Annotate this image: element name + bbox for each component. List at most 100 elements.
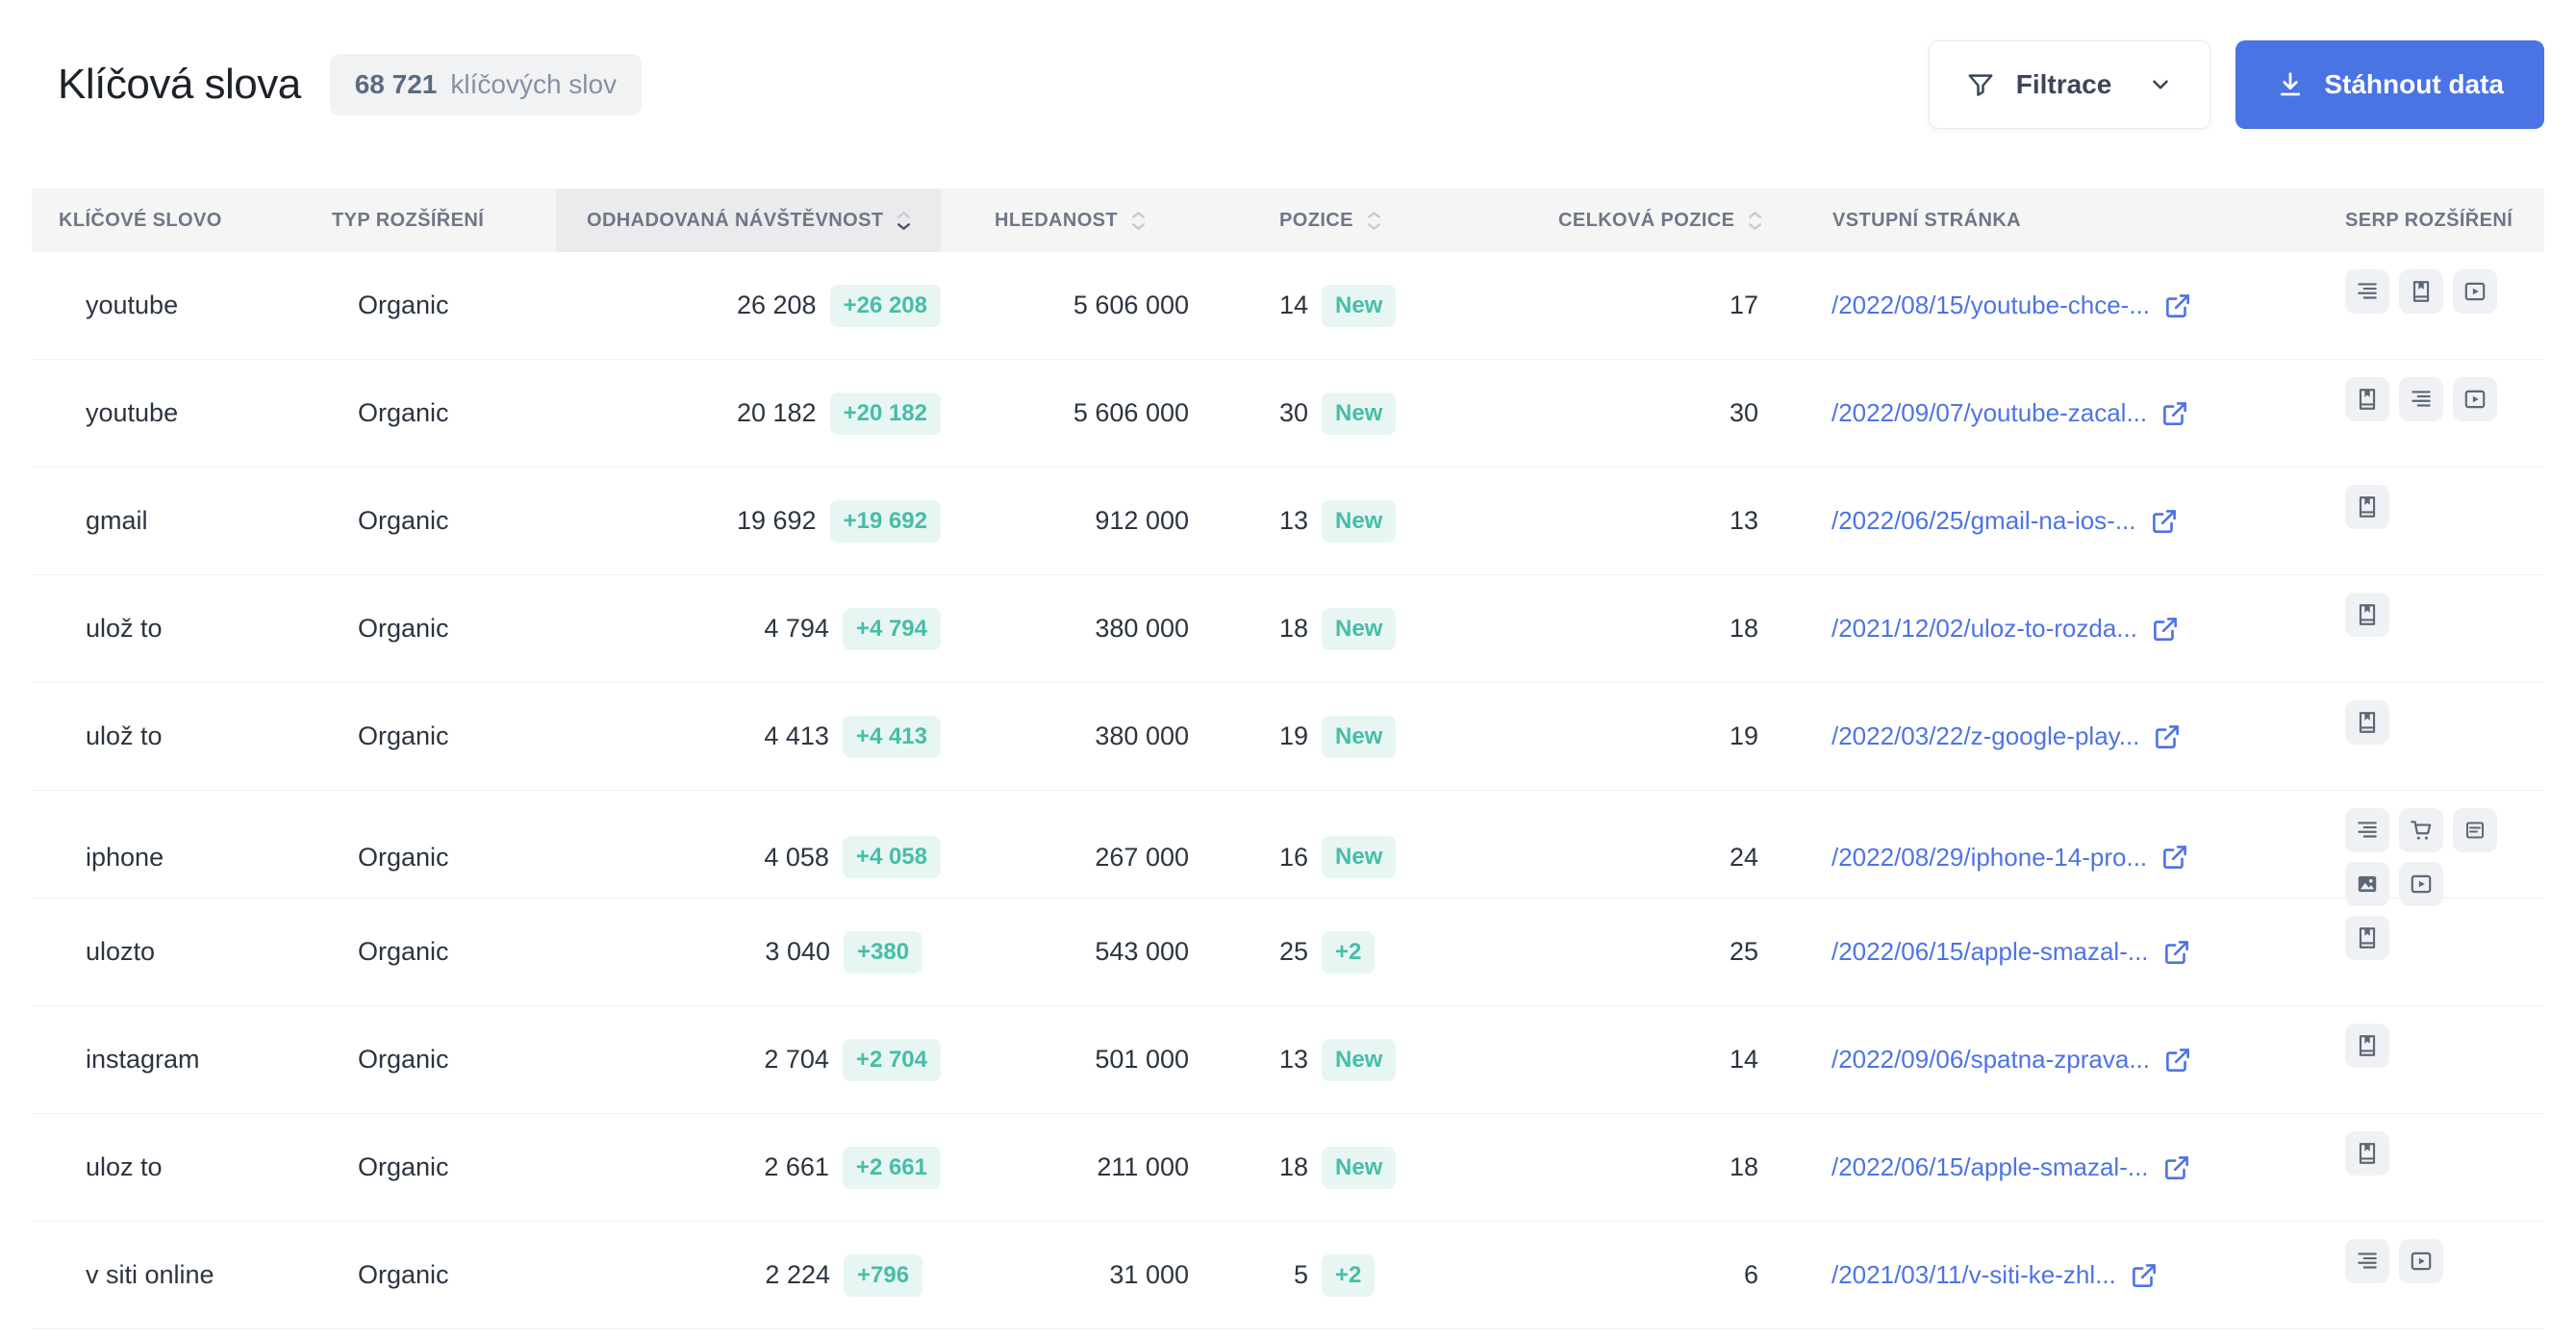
traffic-change-badge: +4 794 [842,607,941,650]
sort-icon[interactable] [897,211,911,231]
keyword-cell: gmail [32,468,306,574]
search-volume-cell: 267 000 [941,791,1229,924]
landing-page-text: /2022/08/29/iphone-14-pro... [1831,842,2148,872]
landing-page-text: /2022/03/22/z-google-play... [1831,721,2140,750]
estimated-traffic-cell: 2 704 +2 704 [556,1006,941,1113]
search-volume-value: 5 606 000 [1073,291,1189,319]
overall-position-value: 25 [1729,937,1758,966]
landing-page-link[interactable]: /2021/03/11/v-siti-ke-zhl... [1831,1260,2159,1290]
video-icon[interactable] [2399,1239,2443,1283]
landing-page-link[interactable]: /2022/06/15/apple-smazal-... [1831,937,2191,967]
landing-page-link[interactable]: /2022/03/22/z-google-play... [1831,721,2182,751]
estimated-traffic-cell: 20 182 +20 182 [556,360,941,467]
external-link-icon [2162,1153,2191,1182]
sitelinks-icon[interactable] [2345,269,2389,314]
position-change-badge: New [1322,607,1397,650]
search-volume-value: 543 000 [1095,937,1189,966]
landing-page-link[interactable]: /2022/08/15/youtube-chce-... [1831,291,2192,320]
keyword-text: gmail [86,506,148,535]
external-link-icon [2160,843,2189,872]
position-cell: 5 +2 [1229,1222,1508,1328]
landing-page-text: /2021/12/02/uloz-to-rozda... [1831,614,2137,643]
funnel-icon [1966,70,1995,99]
book-icon[interactable] [2345,700,2389,745]
column-header-label: KLÍČOVÉ SLOVO [59,209,222,231]
position-change-badge: +2 [1322,930,1376,974]
sort-icon[interactable] [1748,211,1762,231]
book-icon[interactable] [2345,1131,2389,1176]
search-volume-value: 5 606 000 [1073,398,1189,427]
video-icon[interactable] [2453,269,2497,314]
position-cell: 16 New [1229,791,1508,924]
table-row: instagram Organic 2 704 +2 704 501 000 13 New 1… [32,1006,2544,1114]
keyword-cell: v siti online [32,1222,306,1328]
sitelinks-icon[interactable] [2345,1239,2389,1283]
landing-page-link[interactable]: /2021/12/02/uloz-to-rozda... [1831,614,2180,644]
overall-position-cell: 18 [1508,575,1778,682]
position-cell: 18 New [1229,1114,1508,1221]
book-icon[interactable] [2399,269,2443,314]
landing-page-text: /2022/06/15/apple-smazal-... [1831,1152,2149,1181]
book-icon[interactable] [2345,593,2389,637]
book-icon[interactable] [2345,485,2389,529]
traffic-change-badge: +796 [844,1253,923,1297]
serp-icons [2345,1131,2389,1176]
column-header-overall[interactable]: CELKOVÁ POZICE [1508,189,1778,252]
download-data-button[interactable]: Stáhnout data [2235,40,2544,129]
cart-icon[interactable] [2399,808,2443,852]
sitelinks-icon[interactable] [2399,377,2443,421]
filter-button[interactable]: Filtrace [1928,40,2211,129]
table-row: v siti online Organic 2 224 +796 31 000 5 +2 6 /… [32,1222,2544,1329]
traffic-change-badge: +380 [844,930,923,974]
keyword-count: 68 721 [354,69,438,99]
landing-page-text: /2022/09/06/spatna-zprava... [1831,1045,2151,1074]
extension-type-cell: Organic [306,468,556,574]
overall-position-value: 13 [1729,506,1758,535]
keyword-text: youtube [86,291,179,319]
overall-position-value: 14 [1729,1045,1758,1074]
traffic-value: 2 224 [765,1260,830,1289]
book-icon[interactable] [2345,1024,2389,1068]
landing-page-link[interactable]: /2022/09/06/spatna-zprava... [1831,1045,2192,1075]
external-link-icon [2150,507,2179,536]
column-header-traffic[interactable]: ODHADOVANÁ NÁVŠTĚVNOST [556,189,941,252]
column-header-position[interactable]: POZICE [1229,189,1508,252]
position-cell: 13 New [1229,468,1508,574]
position-change-badge: New [1322,836,1397,878]
extension-type-text: Organic [358,506,449,535]
search-volume-value: 912 000 [1095,506,1189,535]
landing-page-link[interactable]: /2022/09/07/youtube-zacal... [1831,398,2189,428]
landing-page-link[interactable]: /2022/06/15/apple-smazal-... [1831,1152,2191,1182]
sort-icon[interactable] [1367,211,1381,231]
landing-page-link[interactable]: /2022/06/25/gmail-na-ios-... [1831,506,2179,536]
traffic-value: 19 692 [736,506,817,535]
estimated-traffic-cell: 2 224 +796 [556,1222,941,1328]
position-value: 13 [1278,506,1308,535]
external-link-icon [2153,722,2182,751]
serp-extensions-cell [2287,791,2544,924]
sort-icon[interactable] [1131,211,1146,231]
image-icon[interactable] [2345,862,2389,906]
book-icon[interactable] [2345,377,2389,421]
overall-position-value: 18 [1729,614,1758,643]
traffic-value: 26 208 [736,291,817,319]
download-icon [2276,70,2305,99]
keyword-text: ulož to [86,721,163,750]
overall-position-cell: 6 [1508,1222,1778,1328]
overall-position-value: 17 [1729,291,1758,319]
landing-page-link[interactable]: /2022/08/29/iphone-14-pro... [1831,843,2189,873]
column-header-volume[interactable]: HLEDANOST [941,189,1229,252]
serp-extensions-cell [2287,898,2544,1005]
overall-position-cell: 30 [1508,360,1778,467]
video-icon[interactable] [2399,862,2443,906]
landing-page-cell: /2022/08/15/youtube-chce-... [1778,252,2287,359]
snippet-icon[interactable] [2453,808,2497,852]
traffic-change-badge: +4 058 [842,836,941,878]
sitelinks-icon[interactable] [2345,808,2389,852]
search-volume-value: 31 000 [1109,1260,1189,1289]
overall-position-cell: 17 [1508,252,1778,359]
book-icon[interactable] [2345,916,2389,960]
overall-position-cell: 14 [1508,1006,1778,1113]
video-icon[interactable] [2453,377,2497,421]
traffic-value: 3 040 [765,937,830,966]
